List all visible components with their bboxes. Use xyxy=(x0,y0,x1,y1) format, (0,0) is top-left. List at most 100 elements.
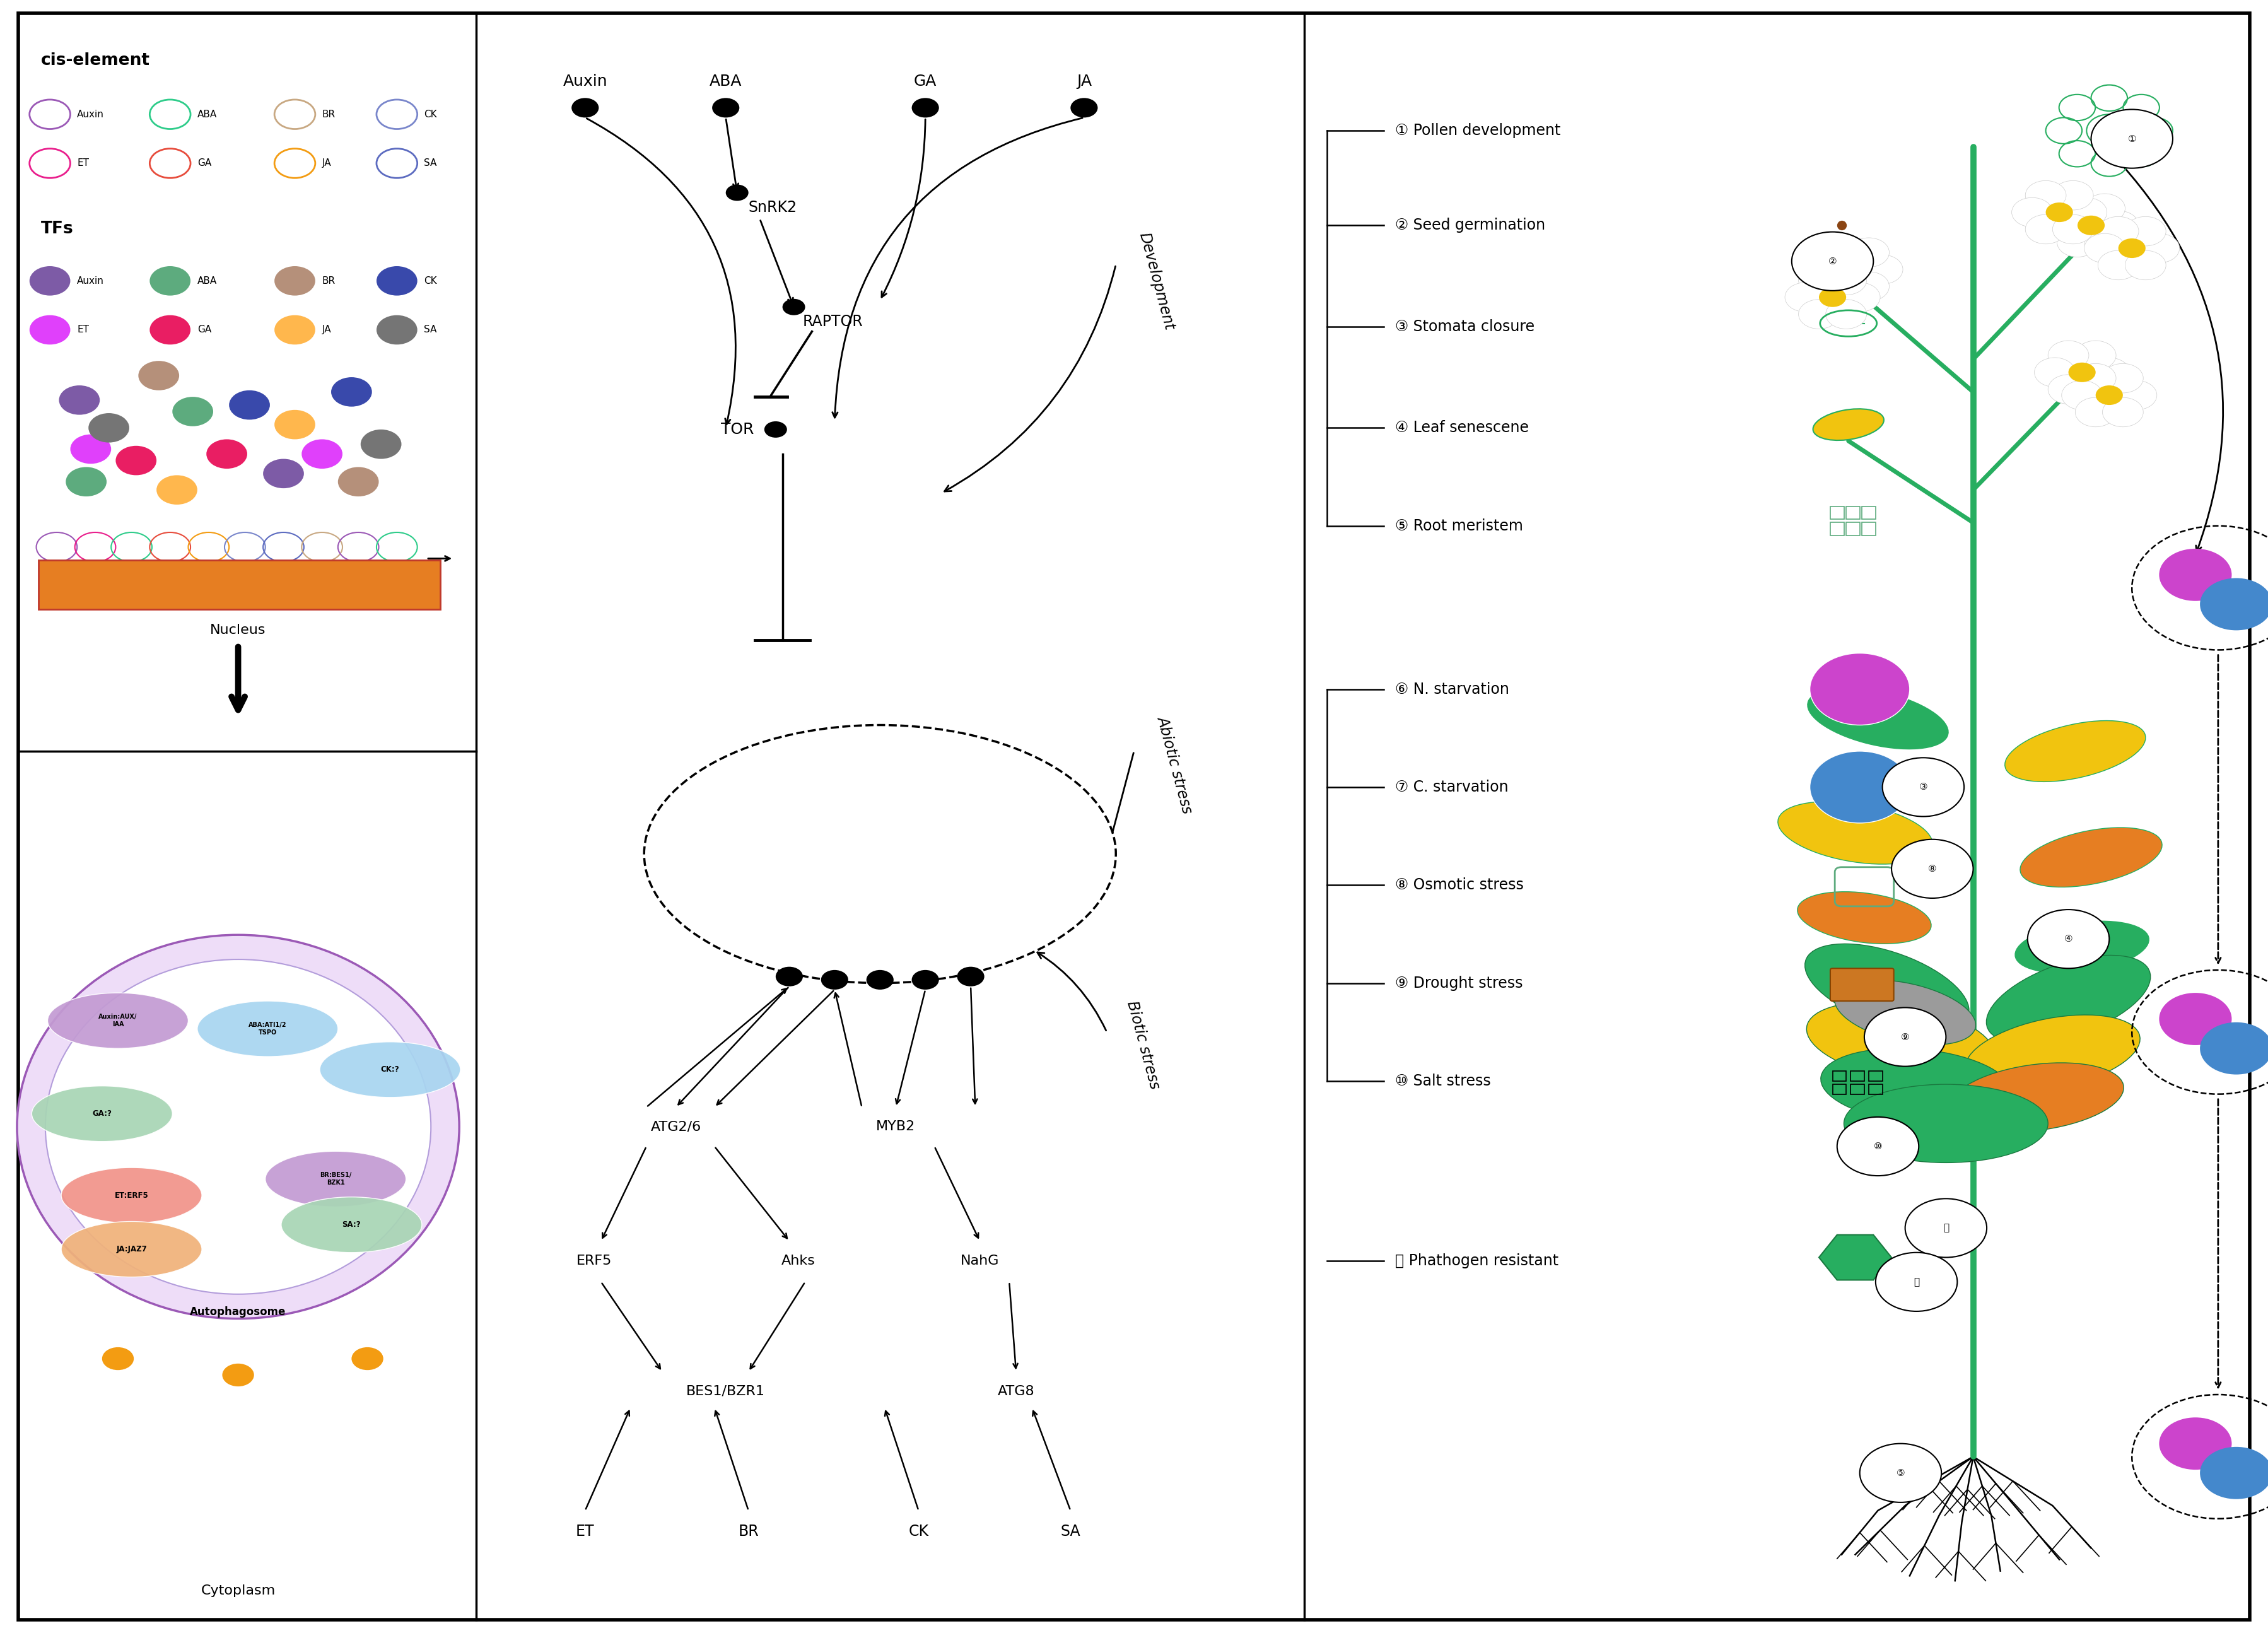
Bar xyxy=(1862,523,1876,536)
Ellipse shape xyxy=(1844,1084,2048,1163)
Text: ABA: ABA xyxy=(197,109,218,119)
Circle shape xyxy=(29,266,70,296)
Ellipse shape xyxy=(281,1197,422,1253)
Circle shape xyxy=(59,385,100,415)
Circle shape xyxy=(912,98,939,118)
Text: Auxin: Auxin xyxy=(562,73,608,90)
Ellipse shape xyxy=(1796,892,1932,944)
Circle shape xyxy=(1826,299,1867,328)
Text: ⑧: ⑧ xyxy=(1928,864,1937,874)
Ellipse shape xyxy=(1964,1016,2141,1091)
Text: cis-element: cis-element xyxy=(41,52,150,69)
Text: ④: ④ xyxy=(2064,934,2073,944)
Ellipse shape xyxy=(1778,802,1932,864)
Bar xyxy=(1862,506,1876,519)
Circle shape xyxy=(88,413,129,443)
Circle shape xyxy=(2028,910,2109,968)
Text: SA: SA xyxy=(1061,1524,1080,1540)
Text: Autophagy: Autophagy xyxy=(812,843,948,865)
Circle shape xyxy=(1839,283,1880,312)
Circle shape xyxy=(376,149,417,178)
Circle shape xyxy=(1837,1117,1919,1176)
Circle shape xyxy=(376,100,417,129)
Circle shape xyxy=(2098,250,2139,279)
Circle shape xyxy=(2139,234,2180,263)
Circle shape xyxy=(2084,234,2125,263)
Circle shape xyxy=(1826,266,1867,296)
Circle shape xyxy=(1860,1444,1941,1502)
Text: ATG8: ATG8 xyxy=(998,1385,1034,1398)
Circle shape xyxy=(1892,839,1973,898)
Circle shape xyxy=(2012,198,2053,227)
Ellipse shape xyxy=(1805,944,1969,1032)
Circle shape xyxy=(2025,181,2066,211)
Text: BR: BR xyxy=(322,276,336,286)
Circle shape xyxy=(2200,1022,2268,1075)
Circle shape xyxy=(2066,198,2107,227)
Ellipse shape xyxy=(2005,720,2146,782)
Circle shape xyxy=(29,315,70,345)
Text: GA: GA xyxy=(197,158,211,168)
Text: GA: GA xyxy=(914,73,937,90)
Circle shape xyxy=(2062,380,2102,410)
Bar xyxy=(1846,523,1860,536)
Circle shape xyxy=(1810,653,1910,725)
Circle shape xyxy=(29,100,70,129)
Ellipse shape xyxy=(1808,1003,1994,1081)
Ellipse shape xyxy=(16,934,458,1319)
Circle shape xyxy=(1821,238,1862,268)
Circle shape xyxy=(2200,1447,2268,1499)
Circle shape xyxy=(150,315,191,345)
Circle shape xyxy=(776,967,803,986)
Polygon shape xyxy=(1819,1235,1892,1280)
Circle shape xyxy=(1799,266,1839,296)
Circle shape xyxy=(2084,227,2125,256)
Text: SA:?: SA:? xyxy=(342,1220,361,1230)
Circle shape xyxy=(2075,374,2116,403)
Ellipse shape xyxy=(61,1221,202,1277)
Ellipse shape xyxy=(1835,980,1975,1045)
Circle shape xyxy=(263,459,304,488)
Circle shape xyxy=(2057,227,2098,256)
Circle shape xyxy=(1848,238,1889,268)
Bar xyxy=(1830,523,1844,536)
Text: CK:?: CK:? xyxy=(381,1065,399,1075)
Ellipse shape xyxy=(2014,921,2150,973)
Circle shape xyxy=(274,410,315,439)
Text: BES1/BZR1: BES1/BZR1 xyxy=(687,1385,764,1398)
Bar xyxy=(1846,506,1860,519)
Circle shape xyxy=(1905,1199,1987,1257)
Circle shape xyxy=(1864,1008,1946,1066)
Bar xyxy=(1851,1084,1864,1094)
Circle shape xyxy=(150,149,191,178)
Circle shape xyxy=(1810,751,1910,823)
Text: SnRK2: SnRK2 xyxy=(748,199,796,216)
Circle shape xyxy=(2096,385,2123,405)
Circle shape xyxy=(352,1347,383,1370)
Text: ①: ① xyxy=(2127,134,2136,144)
Text: ET: ET xyxy=(77,158,88,168)
Circle shape xyxy=(138,361,179,390)
Circle shape xyxy=(222,1364,254,1386)
Text: ⑩ Salt stress: ⑩ Salt stress xyxy=(1395,1073,1490,1089)
Bar xyxy=(1833,1071,1846,1081)
Circle shape xyxy=(782,299,805,315)
Circle shape xyxy=(150,100,191,129)
Circle shape xyxy=(2159,1417,2232,1470)
Text: Auxin: Auxin xyxy=(77,276,104,286)
Ellipse shape xyxy=(1950,1063,2123,1132)
Text: SA: SA xyxy=(424,325,438,335)
Circle shape xyxy=(302,439,342,469)
Circle shape xyxy=(2075,364,2116,394)
Circle shape xyxy=(2116,380,2157,410)
Circle shape xyxy=(2057,194,2098,224)
Text: BR: BR xyxy=(322,109,336,119)
Text: C: C xyxy=(1855,782,1864,792)
Circle shape xyxy=(2053,181,2093,211)
Text: ③ Stomata closure: ③ Stomata closure xyxy=(1395,318,1533,335)
Text: ATGs: ATGs xyxy=(215,576,261,593)
Text: Ahks: Ahks xyxy=(782,1254,814,1267)
Circle shape xyxy=(2077,216,2105,235)
Ellipse shape xyxy=(48,993,188,1048)
Text: ⑩: ⑩ xyxy=(1873,1141,1882,1151)
